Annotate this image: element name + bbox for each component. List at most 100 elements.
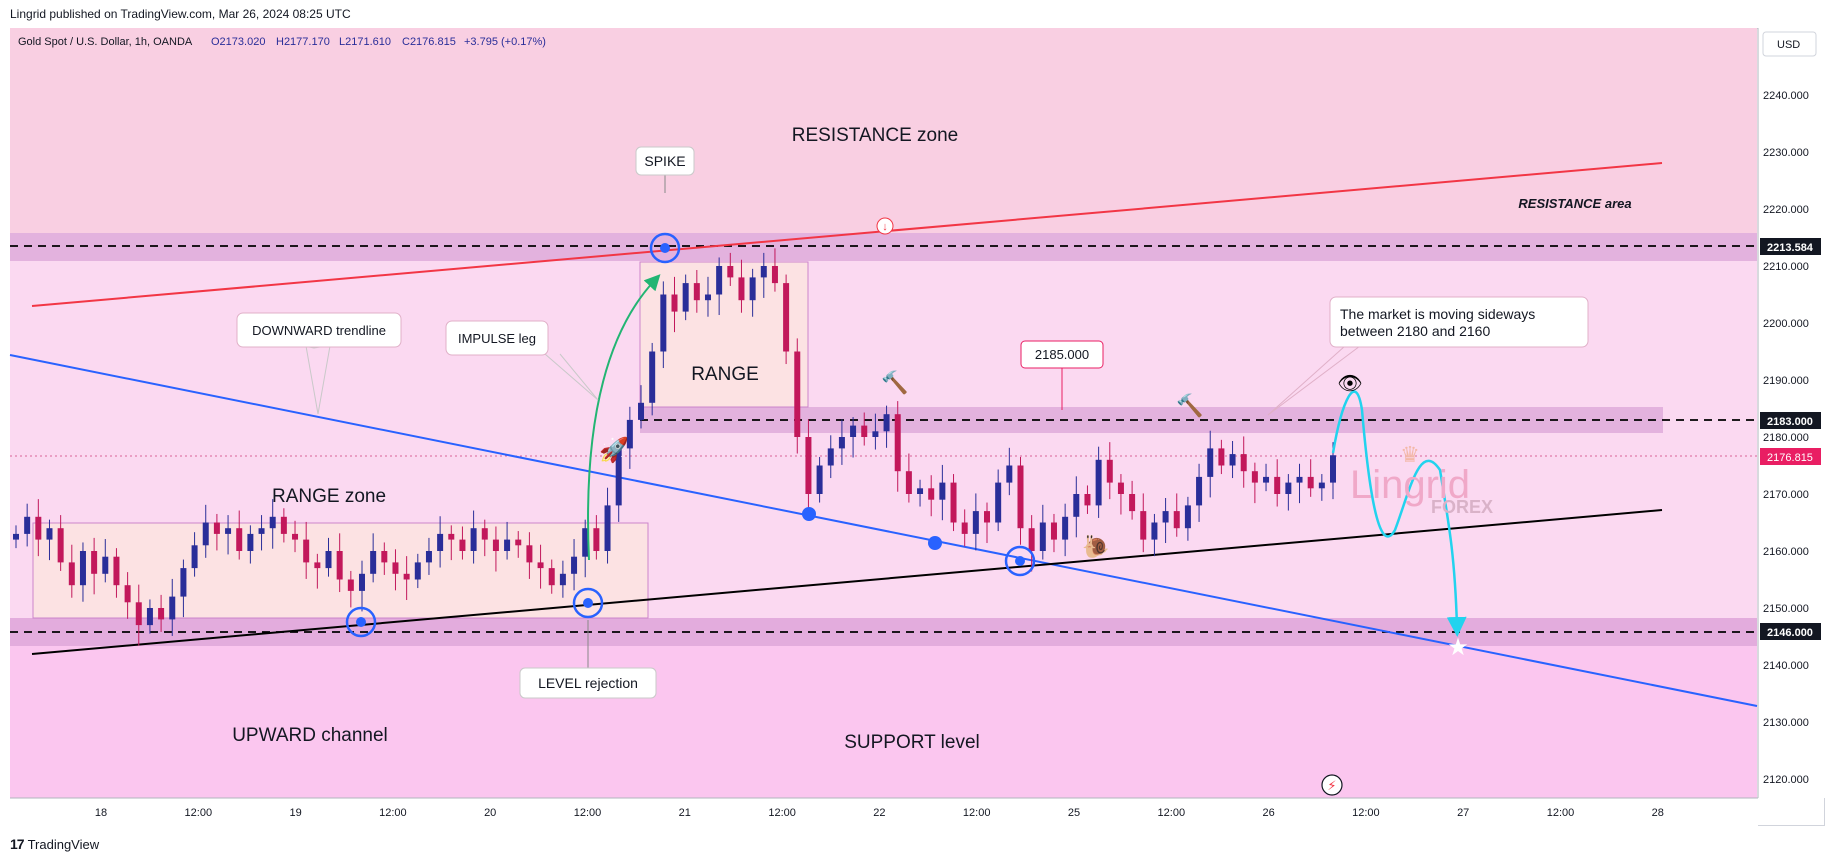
candle-body [247,533,254,551]
candle-body [236,528,243,551]
candle-body [336,551,343,580]
resistance-zone-bg [10,28,1757,233]
candle-body [928,488,935,500]
x-tick-label: 26 [1262,807,1274,819]
down-arrow-marker-glyph: ↓ [882,221,888,233]
lightning-icon[interactable] [1321,774,1343,796]
callout-sideways-line2: between 2180 and 2160 [1340,323,1490,339]
candle-body [35,516,42,540]
candle-body [1084,494,1091,506]
candles [13,248,1336,646]
y-tick-label: 2120.000 [1763,774,1809,786]
candle-body [146,608,153,626]
candle-body [57,528,64,563]
candle-body [437,533,444,551]
candle-body [258,528,265,534]
candle-body [347,579,354,591]
ohlc-change: +3.795 (+0.17%) [464,36,546,48]
candle-body [180,568,187,597]
x-tick-label: 21 [679,807,691,819]
candle-body [481,528,488,540]
candle-body [1151,522,1158,540]
candle-body [459,539,466,551]
candle-body [537,562,544,569]
candle-body [169,596,176,620]
candle-body [615,448,622,506]
target-star-icon: ★ [1447,634,1469,661]
callout-sideways-box[interactable] [1329,296,1589,348]
candle-body [917,488,924,494]
impulse-pointer-a [544,353,599,401]
currency-button[interactable] [1762,31,1817,57]
resistance-band [10,233,1757,261]
candle-body [414,562,421,580]
ohlc-values: O2173.020 H2177.170 L2171.610 C2176.815 … [211,36,546,48]
candle-body [292,533,299,540]
candle-body [894,414,901,472]
touch-circle-channel-1[interactable] [345,606,377,638]
down-arrow-marker-icon[interactable] [876,217,894,235]
callout-2185-box[interactable] [1020,340,1104,369]
candle-body [1095,459,1102,506]
badge-resistance-text: 2213.584 [1767,242,1814,254]
candle-body [24,516,31,534]
candle-body [113,556,120,586]
badge-support-text: 2146.000 [1767,627,1813,639]
badge-mid-text: 2183.000 [1767,416,1813,428]
candle-body [850,425,857,437]
candle-body [972,511,979,534]
candle-body [861,425,868,437]
callout-level-rejection-box[interactable] [519,667,657,699]
tradingview-footer[interactable]: 17 TradingView [10,836,99,852]
tradingview-brand-text: TradingView [27,836,100,852]
candle-body [727,266,734,278]
label-resistance-area: RESISTANCE area [1518,196,1631,211]
candle-body [504,539,511,551]
y-tick-label: 2230.000 [1763,147,1809,159]
x-tick-label: 18 [95,807,107,819]
candle-body [325,551,332,569]
label-upward-channel: UPWARD channel [232,725,388,746]
label-range: RANGE [691,364,759,385]
y-tick-label: 2210.000 [1763,261,1809,273]
callout-impulse-text: IMPULSE leg [458,331,536,346]
callout-downward-box[interactable] [236,312,402,348]
candle-body [693,283,700,301]
candle-body [1129,494,1136,512]
x-tick-label: 20 [484,807,496,819]
candle-body [403,573,410,580]
candle-body [158,608,165,620]
y-tick-label: 2200.000 [1763,318,1809,330]
touch-dot-channel-1 [356,617,366,627]
candle-body [905,471,912,494]
touch-circle-spike[interactable] [649,232,681,264]
candle-body [46,528,53,540]
candle-body [13,533,19,540]
x-tick-label: 28 [1652,807,1664,819]
candle-body [604,505,611,551]
candle-body [548,568,555,586]
candle-body [559,573,566,586]
downward-pointer-right [317,345,331,415]
upward-channel-line [31,509,1663,655]
candle-body [1285,482,1292,494]
callout-spike-box[interactable] [635,146,695,176]
time-axis[interactable] [10,798,1758,826]
touch-circle-channel-3[interactable] [1004,545,1036,577]
currency-label: USD [1777,39,1800,51]
ohlc-open: O2173.020 [211,36,265,48]
candle-body [649,351,656,403]
candle-body [872,431,879,437]
y-tick-label: 2130.000 [1763,717,1809,729]
y-tick-label: 2150.000 [1763,603,1809,615]
candle-body [515,539,522,546]
candle-body [392,562,399,574]
candle-body [102,556,109,574]
touch-circle-channel-2[interactable] [572,587,604,619]
symbol-line[interactable]: Gold Spot / U.S. Dollar, 1h, OANDA [18,36,193,48]
candle-body [124,585,131,603]
y-tick-label: 2140.000 [1763,660,1809,672]
callout-impulse-box[interactable] [445,320,549,356]
candle-body [470,528,477,551]
